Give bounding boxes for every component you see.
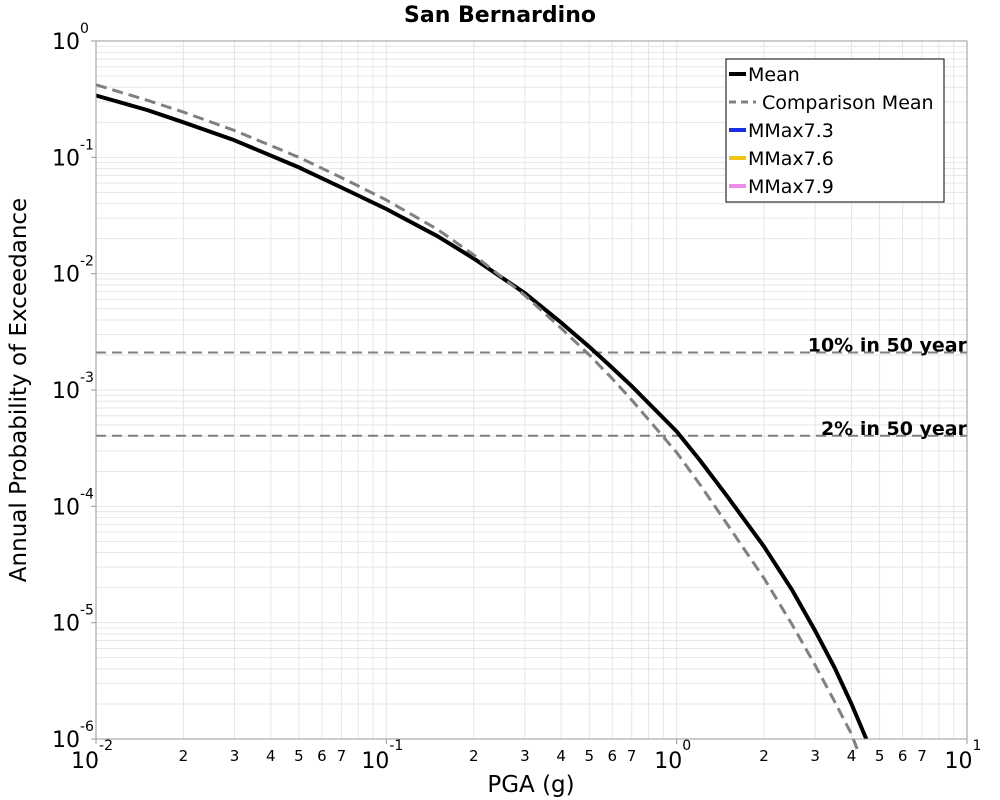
reference-line-label: 10% in 50 year xyxy=(808,335,968,357)
x-minor-tick-label: 7 xyxy=(627,747,637,765)
legend: Mean Comparison Mean MMax7.3 MMax7.6 MMax7.9 xyxy=(725,58,945,203)
y-tick-label: 10-1 xyxy=(52,137,94,171)
x-minor-tick-label: 7 xyxy=(337,747,347,765)
x-tick-label: 100 xyxy=(654,738,691,774)
legend-label: MMax7.9 xyxy=(748,176,834,198)
legend-box xyxy=(725,58,945,203)
x-minor-tick-label: 5 xyxy=(584,747,594,765)
x-minor-tick-label: 3 xyxy=(520,747,530,765)
y-tick-label: 10-4 xyxy=(52,486,94,520)
y-tick-label: 10-3 xyxy=(52,370,94,404)
y-tick-label: 10-5 xyxy=(52,603,94,637)
x-minor-tick-label: 3 xyxy=(810,747,820,765)
reference-lines: 10% in 50 year 2% in 50 year xyxy=(96,335,968,440)
reference-line-label: 2% in 50 year xyxy=(821,418,968,440)
x-minor-tick-label: 5 xyxy=(294,747,304,765)
x-minor-tick-label: 6 xyxy=(317,747,327,765)
x-minor-tick-label: 2 xyxy=(759,747,769,765)
y-tick-label: 100 xyxy=(52,21,89,55)
legend-label: Mean xyxy=(748,64,800,86)
grid xyxy=(95,41,967,740)
legend-label: Comparison Mean xyxy=(762,92,934,114)
series-line-comparison-mean xyxy=(95,83,860,751)
x-minor-tick-label: 4 xyxy=(266,747,276,765)
series-line-mean xyxy=(95,93,869,740)
x-minor-tick-label: 4 xyxy=(847,747,857,765)
chart-title: San Bernardino xyxy=(404,3,596,28)
x-minor-tick-label: 2 xyxy=(179,747,189,765)
x-tick-label: 10-2 xyxy=(71,738,113,774)
legend-label: MMax7.3 xyxy=(748,120,834,142)
x-minor-tick-label: 7 xyxy=(917,747,927,765)
x-minor-tick-label: 6 xyxy=(607,747,617,765)
y-axis-label: Annual Probability of Exceedance xyxy=(6,198,32,582)
x-tick-label: 10-1 xyxy=(361,738,403,774)
y-axis-ticks: 100 10-1 10-2 10-3 10-4 10-5 10-6 xyxy=(52,21,96,753)
y-tick-label: 10-6 xyxy=(52,719,94,753)
x-minor-tick-label: 2 xyxy=(469,747,479,765)
x-minor-tick-label: 3 xyxy=(230,747,240,765)
x-minor-tick-label: 4 xyxy=(556,747,566,765)
x-axis-label: PGA (g) xyxy=(487,772,574,798)
y-tick-label: 10-2 xyxy=(52,254,94,288)
x-tick-label: 101 xyxy=(945,738,982,774)
x-minor-tick-label: 5 xyxy=(875,747,885,765)
legend-label: MMax7.6 xyxy=(748,148,834,170)
x-minor-tick-label: 6 xyxy=(898,747,908,765)
series-layer xyxy=(95,83,869,751)
